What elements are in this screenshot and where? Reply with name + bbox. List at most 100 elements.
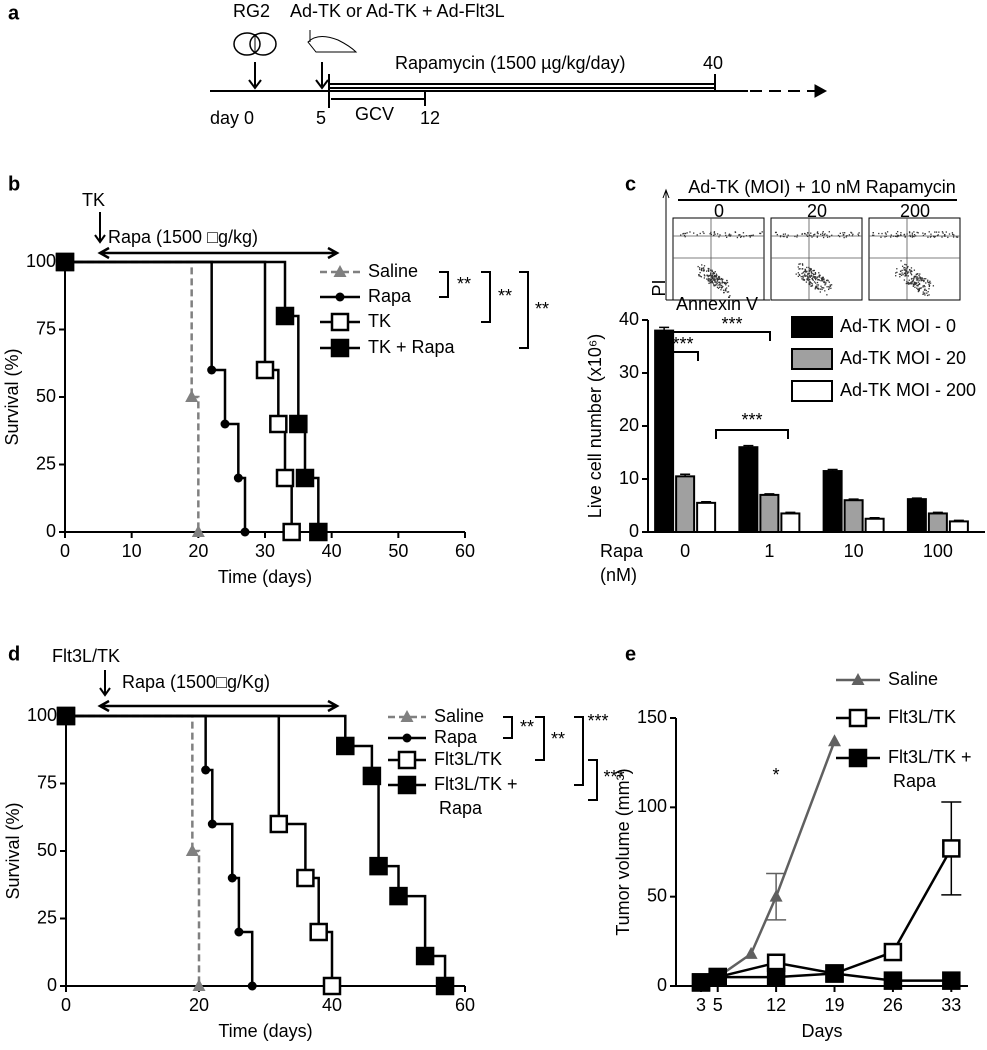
flow-dot [706, 270, 708, 272]
drug-label: Rapamycin (1500 µg/kg/day) [395, 53, 625, 73]
flow-dot [807, 273, 809, 275]
y-tick-label: 10 [619, 468, 639, 488]
flow-dot [807, 232, 809, 234]
x-tick-label: 19 [824, 995, 844, 1015]
flow-dot [922, 286, 924, 288]
flow-dot [712, 282, 714, 284]
flow-dot [707, 280, 710, 282]
flow-dot [703, 265, 706, 267]
text-line: Rapa [434, 798, 483, 818]
flow-dot [817, 284, 820, 286]
brain-icon [249, 32, 277, 56]
flow-dot [703, 268, 705, 271]
text-line: Flt3L/TK + [434, 774, 518, 794]
flow-dot [952, 236, 955, 238]
flow-dot [727, 285, 730, 287]
text-line: Rapa [888, 771, 937, 791]
flow-dot [895, 275, 897, 277]
flow-dot [830, 287, 832, 289]
x-tick-label: 5 [713, 995, 723, 1015]
marker [240, 527, 250, 537]
flow-dot [812, 275, 814, 277]
flow-dot [712, 273, 714, 275]
legend-marker [397, 775, 417, 795]
x-axis-title: Time (days) [218, 1021, 312, 1041]
legend-label: Rapa [434, 727, 478, 747]
flow-dot [802, 277, 804, 279]
flow-dot [798, 263, 800, 265]
flow-dot [899, 273, 902, 275]
flow-dot [801, 268, 803, 270]
flow-dot [808, 283, 810, 285]
flow-dot [711, 276, 714, 279]
x-axis-title: Days [801, 1021, 842, 1041]
flow-dot [726, 291, 729, 293]
x-tick-label: 1 [764, 541, 774, 561]
flow-dot [810, 235, 812, 237]
flow-dot [913, 281, 916, 283]
marker [220, 419, 230, 429]
bar [780, 512, 801, 534]
marker [362, 766, 382, 786]
flow-dot [795, 273, 797, 275]
y-axis-title: Tumor volume (mm³) [613, 768, 633, 935]
x-tick-label: 10 [122, 541, 142, 561]
x-tick-label: 20 [189, 995, 209, 1015]
panel-label: c [625, 173, 636, 195]
significance-label: *** [672, 334, 693, 354]
y-tick-label: 30 [619, 362, 639, 382]
flow-dot [818, 272, 820, 274]
bar [759, 493, 780, 533]
flow-dot [801, 233, 804, 235]
flow-dot [700, 269, 703, 272]
x-tick-label: 60 [455, 541, 475, 561]
flow-dot [904, 235, 906, 237]
survival-step [238, 476, 247, 532]
flow-dot [829, 285, 832, 287]
flow-dot [904, 275, 907, 277]
flow-dot [807, 277, 809, 279]
flow-dot [686, 232, 688, 234]
flow-dot [822, 287, 825, 289]
marker [227, 873, 237, 883]
error-bar [869, 516, 880, 519]
flow-dot [896, 271, 898, 273]
flow-dot [713, 274, 716, 277]
flow-dot [780, 235, 782, 237]
flow-dot [814, 273, 816, 276]
flow-dot [814, 277, 816, 279]
error-bar [764, 493, 775, 495]
significance-bracket [535, 716, 545, 761]
flow-dot [718, 276, 721, 278]
flow-dot [839, 235, 841, 238]
flow-dot [953, 234, 955, 236]
flow-dot [816, 231, 819, 233]
error-bar [701, 501, 712, 503]
flow-dot [823, 278, 825, 280]
survival-step [191, 395, 200, 532]
survival-step [66, 714, 347, 746]
flow-dot [701, 267, 703, 270]
flow-dot [814, 276, 817, 278]
flow-dot [724, 282, 726, 285]
flow-dot [826, 234, 828, 236]
legend-label: TK + Rapa [368, 337, 456, 357]
flow-dot [922, 278, 924, 280]
flow-dot [717, 277, 719, 279]
flow-dot [909, 235, 912, 238]
flow-dot [718, 236, 720, 238]
flow-dot [782, 233, 785, 235]
flow-dot [683, 234, 686, 237]
flow-dot [913, 234, 916, 236]
flow-dot [917, 289, 920, 291]
flow-dot [682, 233, 684, 235]
flow-axis-label: Annexin V [676, 294, 758, 314]
flow-dot [913, 269, 916, 271]
flow-dot [906, 233, 908, 235]
flow-dot [807, 279, 810, 281]
flow-dot [817, 286, 819, 288]
flow-dot [917, 288, 919, 290]
flow-dot [774, 231, 777, 234]
flow-dot [852, 233, 854, 236]
legend-marker [848, 748, 868, 768]
